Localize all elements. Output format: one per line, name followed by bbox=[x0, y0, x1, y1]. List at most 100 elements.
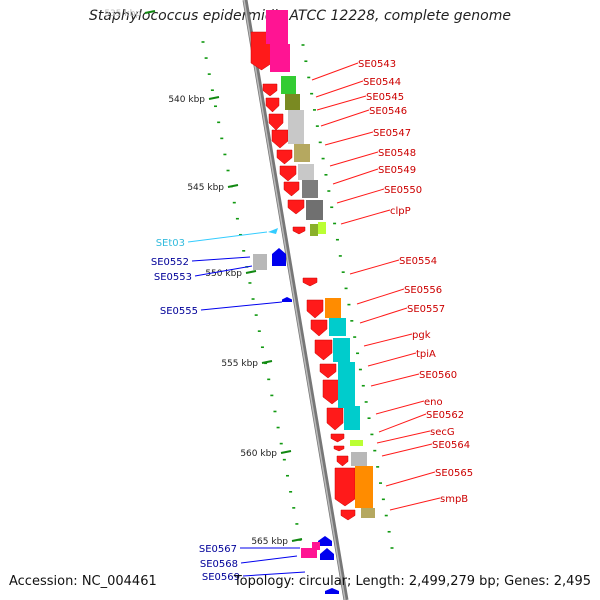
scale-tick bbox=[291, 538, 303, 542]
annotation-track-block bbox=[298, 164, 314, 180]
scale-dot-inner bbox=[307, 76, 311, 79]
genome-title: Staphylococcus epidermidis ATCC 12228, c… bbox=[88, 8, 511, 24]
genome-stats-text: Topology: circular; Length: 2,499,279 bp… bbox=[233, 574, 591, 589]
scale-tick bbox=[245, 270, 257, 274]
scale-dot-outer bbox=[232, 201, 236, 204]
forward-gene-arrow bbox=[330, 433, 345, 443]
annotation-track-block bbox=[325, 298, 341, 318]
scale-dot-outer bbox=[273, 410, 277, 413]
forward-gene-arrow bbox=[283, 181, 300, 197]
annotation-track-block bbox=[306, 200, 323, 220]
scale-dot-inner bbox=[364, 401, 368, 403]
scale-dot-outer bbox=[285, 474, 289, 477]
scale-tick bbox=[208, 96, 220, 100]
scale-dot-inner bbox=[341, 271, 345, 273]
annotation-track-block bbox=[312, 542, 320, 550]
forward-gene-arrow bbox=[302, 277, 318, 287]
scale-dot-outer bbox=[204, 57, 208, 59]
gene-leader-line bbox=[316, 95, 367, 111]
scale-tick-label: 535 kbp bbox=[104, 9, 141, 19]
scale-dot-inner bbox=[390, 547, 394, 549]
forward-gene-arrow bbox=[319, 363, 337, 379]
forward-gene-arrow bbox=[314, 339, 333, 361]
forward-gene-arrow bbox=[279, 165, 297, 182]
scale-dot-inner bbox=[312, 109, 316, 111]
gene-leader-line bbox=[385, 471, 436, 487]
gene-label-se0546: SE0546 bbox=[369, 106, 407, 117]
scale-dot-inner bbox=[344, 287, 348, 290]
gene-leader-line bbox=[340, 209, 391, 225]
reverse-gene-arrow bbox=[272, 248, 286, 266]
scale-tick-label: 560 kbp bbox=[240, 449, 277, 459]
forward-gene-arrow bbox=[336, 455, 349, 467]
scale-dot-outer bbox=[223, 153, 227, 156]
scale-tick-label: 550 kbp bbox=[205, 269, 242, 279]
scale-dot-inner bbox=[321, 157, 325, 160]
scale-tick-label: 565 kbp bbox=[251, 537, 288, 547]
scale-dots bbox=[201, 41, 394, 549]
gene-label-se0560: SE0560 bbox=[419, 370, 457, 381]
gene-leader-line bbox=[356, 288, 405, 305]
forward-gene-arrow bbox=[310, 319, 328, 337]
gene-label-se0556: SE0556 bbox=[404, 285, 442, 296]
forward-gene-arrow bbox=[287, 199, 305, 215]
gene-leader-line bbox=[194, 265, 253, 277]
gene-label-se0545: SE0545 bbox=[366, 92, 404, 103]
scale-dot-inner bbox=[384, 514, 388, 517]
scale-dot-inner bbox=[367, 417, 371, 419]
scale-dot-outer bbox=[289, 491, 293, 493]
scale-dot-inner bbox=[310, 92, 314, 95]
scale-dot-outer bbox=[242, 250, 246, 252]
gene-leader-line bbox=[349, 259, 400, 275]
gene-leader-line bbox=[336, 188, 385, 204]
scale-dot-inner bbox=[356, 352, 360, 355]
label-leader-lines bbox=[187, 62, 441, 577]
scale-dot-inner bbox=[353, 336, 357, 338]
annotation-track-block bbox=[285, 94, 300, 110]
scale-tick-label: 540 kbp bbox=[168, 95, 205, 105]
scale-dot-inner bbox=[358, 368, 362, 371]
scale-dot-inner bbox=[381, 498, 385, 501]
forward-gene-arrow bbox=[262, 83, 278, 97]
gene-leader-line bbox=[381, 443, 433, 457]
gene-leader-line bbox=[363, 333, 413, 347]
scale-tick-label: 545 kbp bbox=[187, 183, 224, 193]
scale-dot-outer bbox=[282, 458, 286, 461]
scale-dot-outer bbox=[239, 233, 243, 236]
gene-label-pgk: pgk bbox=[412, 330, 431, 341]
scale-dot-inner bbox=[361, 384, 365, 387]
gene-leader-line bbox=[187, 231, 268, 243]
annotation-track-block bbox=[338, 362, 355, 408]
trna-arrow bbox=[268, 228, 278, 234]
gene-leader-line bbox=[240, 555, 298, 564]
forward-gene-arrow bbox=[334, 467, 356, 507]
gene-label-se0552: SE0552 bbox=[151, 257, 189, 268]
gene-label-se0567: SE0567 bbox=[199, 544, 237, 555]
annotation-track-block bbox=[350, 440, 363, 446]
annotation-track-block bbox=[361, 508, 375, 518]
forward-gene-arrow bbox=[306, 299, 324, 319]
scale-tick-label: 555 kbp bbox=[221, 359, 258, 369]
gene-labels: SE0543 SE0544 SE0545 SE0546 SE0547 SE0548 SE05… bbox=[151, 59, 473, 583]
scale-dot-inner bbox=[333, 222, 337, 225]
genome-backbone bbox=[242, 0, 349, 600]
scale-tick bbox=[144, 10, 156, 14]
gene-leader-line bbox=[376, 430, 431, 444]
gene-label-tpia: tpiA bbox=[416, 349, 436, 360]
gene-label-se0544: SE0544 bbox=[363, 77, 401, 88]
scale-dot-inner bbox=[315, 125, 319, 127]
scale-dot-inner bbox=[373, 449, 377, 452]
accession-text: Accession: NC_004461 bbox=[9, 574, 157, 589]
gene-leader-line bbox=[329, 151, 379, 167]
forward-gene-arrow bbox=[333, 445, 345, 452]
annotation-track-block bbox=[253, 254, 267, 270]
annotation-track-block bbox=[281, 76, 296, 94]
scale-dot-outer bbox=[254, 314, 258, 316]
gene-leader-line bbox=[375, 400, 425, 415]
gene-leader-line bbox=[315, 80, 364, 98]
gene-label-se0565: SE0565 bbox=[435, 468, 473, 479]
scale-dot-outer bbox=[235, 217, 239, 220]
gene-label-smpb: smpB bbox=[440, 494, 468, 505]
reverse-gene-arrow bbox=[318, 536, 332, 546]
